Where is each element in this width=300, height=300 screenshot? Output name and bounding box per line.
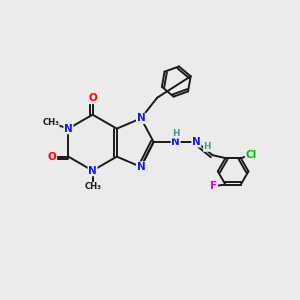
- Text: N: N: [136, 162, 145, 172]
- Text: H: H: [172, 129, 179, 138]
- Text: O: O: [88, 94, 97, 103]
- Text: CH₃: CH₃: [84, 182, 101, 191]
- Text: H: H: [203, 142, 211, 152]
- Text: Cl: Cl: [245, 150, 257, 160]
- Text: N: N: [88, 166, 97, 176]
- Text: N: N: [136, 113, 145, 123]
- Text: N: N: [192, 137, 201, 147]
- Text: O: O: [48, 152, 56, 162]
- Text: CH₃: CH₃: [42, 118, 59, 127]
- Text: F: F: [210, 181, 217, 191]
- Text: N: N: [171, 137, 180, 147]
- Text: N: N: [64, 124, 73, 134]
